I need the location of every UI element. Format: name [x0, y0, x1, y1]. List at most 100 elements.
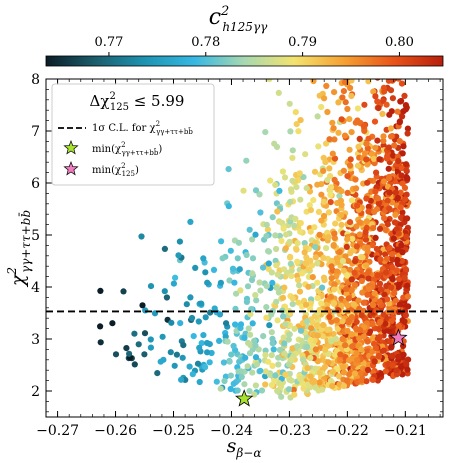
scatter-point — [314, 332, 321, 339]
scatter-point — [389, 95, 396, 102]
scatter-point — [276, 218, 283, 225]
scatter-point — [267, 177, 274, 184]
scatter-point — [331, 176, 338, 183]
scatter-point — [161, 288, 168, 295]
scatter-point — [335, 258, 342, 265]
scatter-point — [226, 277, 233, 284]
scatter-point — [175, 252, 182, 259]
scatter-point — [246, 388, 253, 395]
scatter-point — [301, 249, 308, 256]
scatter-point — [389, 256, 396, 263]
scatter-point — [356, 231, 363, 238]
scatter-point — [331, 89, 338, 96]
scatter-point — [386, 205, 393, 212]
scatter-point — [126, 350, 133, 357]
scatter-point — [373, 344, 380, 352]
scatter-point — [392, 189, 399, 196]
scatter-point — [249, 270, 256, 277]
scatter-point — [386, 175, 393, 182]
scatter-point — [299, 356, 306, 363]
scatter-point — [372, 93, 379, 100]
scatter-point — [398, 80, 406, 87]
scatter-point — [325, 233, 332, 241]
scatter-point — [284, 269, 291, 276]
scatter-point — [359, 289, 366, 296]
scatter-point — [287, 198, 294, 205]
scatter-point — [324, 108, 331, 116]
scatter-point — [364, 366, 372, 374]
scatter-point — [299, 380, 306, 387]
scatter-point — [223, 320, 230, 327]
scatter-point — [351, 370, 359, 377]
scatter-point — [342, 253, 349, 260]
scatter-point — [398, 257, 405, 264]
scatter-point — [266, 371, 273, 378]
scatter-point — [373, 307, 380, 314]
scatter-point — [307, 373, 314, 380]
colorbar: 0.77 0.78 0.79 0.80 — [45, 35, 444, 67]
x-tick-label: −0.25 — [152, 423, 195, 439]
colorbar-gradient — [45, 55, 444, 67]
scatter-point — [304, 364, 311, 372]
scatter-point — [388, 133, 395, 140]
y-tick-label: 6 — [31, 176, 40, 192]
scatter-point — [395, 79, 402, 82]
scatter-point — [328, 275, 335, 282]
scatter-point — [287, 260, 294, 267]
scatter-point — [352, 176, 359, 183]
colorbar-label: c2 h125γγ — [209, 4, 268, 34]
scatter-point — [139, 302, 146, 309]
scatter-point — [131, 330, 138, 337]
scatter-point — [380, 311, 387, 318]
scatter-point — [297, 228, 304, 235]
scatter-point — [358, 312, 365, 319]
scatter-point — [221, 377, 228, 385]
scatter-point — [243, 157, 250, 164]
scatter-point — [365, 268, 372, 275]
scatter-point — [397, 189, 404, 196]
scatter-point — [249, 236, 256, 243]
scatter-point — [363, 378, 370, 385]
scatter-point — [325, 359, 332, 366]
scatter-point — [389, 362, 396, 369]
scatter-point — [109, 320, 116, 327]
scatter-point — [263, 314, 270, 321]
scatter-point — [321, 95, 328, 102]
scatter-point — [332, 335, 339, 342]
scatter-point — [252, 187, 260, 194]
scatter-point — [400, 351, 407, 358]
scatter-point — [268, 381, 275, 389]
scatter-point — [364, 291, 371, 298]
scatter-point — [309, 274, 316, 281]
scatter-point — [276, 232, 283, 239]
scatter-point — [286, 331, 293, 338]
scatter-point — [305, 283, 312, 290]
scatter-point — [375, 325, 382, 333]
scatter-point — [334, 268, 341, 275]
scatter-point — [352, 258, 359, 265]
scatter-point — [356, 326, 364, 334]
scatter-point — [365, 275, 372, 282]
scatter-point — [398, 214, 405, 221]
scatter-point — [275, 289, 282, 296]
scatter-point — [244, 363, 251, 370]
scatter-point — [283, 231, 290, 238]
scatter-point — [204, 339, 211, 347]
scatter-point — [295, 128, 302, 135]
scatter-point — [384, 255, 391, 262]
scatter-point — [319, 284, 326, 291]
scatter-point — [295, 277, 302, 284]
scatter-point — [232, 321, 239, 328]
scatter-point — [355, 143, 362, 150]
scatter-point — [339, 363, 346, 371]
scatter-point — [278, 383, 285, 390]
scatter-point — [331, 136, 338, 143]
scatter-point — [263, 221, 270, 228]
scatter-point — [320, 167, 327, 174]
scatter-point — [120, 288, 127, 295]
scatter-point — [302, 244, 309, 251]
scatter-point — [232, 305, 239, 312]
scatter-point — [285, 361, 293, 368]
scatter-point — [294, 258, 301, 265]
scatter-point — [336, 373, 343, 380]
